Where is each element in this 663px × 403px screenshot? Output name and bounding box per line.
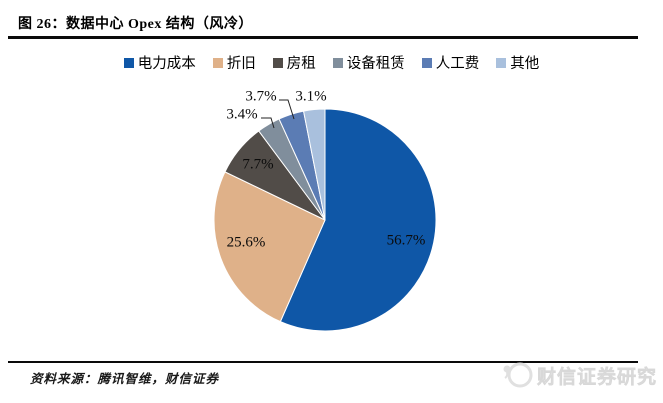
pie-slice-折旧 [213,171,326,323]
slice-label-other: 3.1% [295,88,327,105]
legend-swatch-equipment-lease [332,57,343,68]
pie-slices [213,108,437,332]
chart-legend: 电力成本 折旧 房租 设备租赁 人工费 其他 [0,52,663,73]
figure-title: 图 26：数据中心 Opex 结构（风冷） [18,17,253,32]
slice-label-labor: 3.7% [245,88,277,105]
legend-label-labor: 人工费 [435,56,480,72]
source-divider-line [8,361,638,363]
slice-label-depreciation: 25.6% [226,234,266,251]
legend-label-rent: 房租 [286,56,316,72]
legend-item-equipment-lease: 设备租赁 [332,52,405,73]
watermark: 财信证券研究 [501,358,657,392]
legend-item-other: 其他 [496,52,539,73]
title-divider-line [8,36,638,39]
legend-label-power-cost: 电力成本 [137,56,196,72]
legend-swatch-rent [272,57,283,68]
legend-item-rent: 房租 [272,52,316,73]
label-leader-line-equipment-lease [261,117,275,129]
watermark-logo-icon [503,362,533,388]
legend-swatch-labor [421,57,432,68]
pie-slice-其他 [302,108,326,221]
legend-swatch-other [496,57,507,68]
legend-item-depreciation: 折旧 [212,52,256,73]
legend-label-other: 其他 [510,56,540,72]
label-leader-line-labor [279,99,295,120]
slice-label-rent: 7.7% [242,156,274,173]
pie-slice-电力成本 [279,108,437,332]
legend-swatch-depreciation [212,57,223,68]
legend-label-depreciation: 折旧 [226,56,256,72]
slice-label-equipment-lease: 3.4% [226,106,258,123]
watermark-text: 财信证券研究 [536,366,657,388]
legend-item-power-cost: 电力成本 [123,52,196,73]
legend-item-labor: 人工费 [421,52,480,73]
legend-label-equipment-lease: 设备租赁 [346,56,405,72]
source-note: 资料来源：腾讯智维，财信证券 [30,372,220,386]
legend-swatch-power-cost [123,57,134,68]
slice-label-power-cost: 56.7% [386,232,426,249]
